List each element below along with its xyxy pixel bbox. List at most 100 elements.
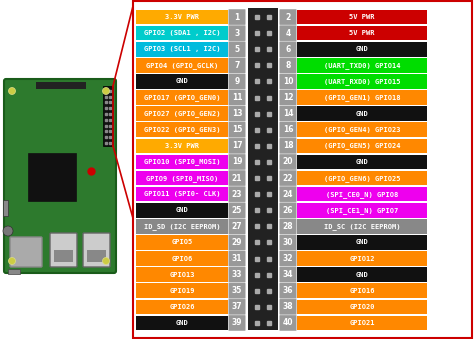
Text: 34: 34	[283, 270, 293, 279]
Bar	[248, 8, 278, 330]
Bar	[297, 90, 427, 105]
Text: 5V PWR: 5V PWR	[349, 30, 375, 36]
Text: 17: 17	[232, 141, 242, 151]
FancyBboxPatch shape	[280, 170, 297, 186]
Text: 18: 18	[283, 141, 293, 151]
FancyBboxPatch shape	[228, 267, 246, 282]
Text: 20: 20	[283, 157, 293, 166]
Text: 16: 16	[283, 125, 293, 134]
Bar	[297, 122, 427, 137]
FancyBboxPatch shape	[280, 74, 297, 89]
Text: 8: 8	[285, 61, 291, 70]
Text: GPIO26: GPIO26	[169, 304, 195, 310]
FancyBboxPatch shape	[228, 25, 246, 41]
FancyBboxPatch shape	[280, 202, 297, 218]
Text: (SPI_CE0_N) GPIO8: (SPI_CE0_N) GPIO8	[326, 191, 398, 198]
Text: GPIO27 (GPIO_GEN2): GPIO27 (GPIO_GEN2)	[144, 110, 220, 117]
Text: GPIO9 (SPI0_MISO): GPIO9 (SPI0_MISO)	[146, 175, 218, 181]
FancyBboxPatch shape	[228, 202, 246, 218]
FancyBboxPatch shape	[280, 251, 297, 266]
Text: 3.3V PWR: 3.3V PWR	[165, 143, 199, 149]
Circle shape	[102, 87, 109, 95]
Bar	[136, 235, 228, 250]
Text: 12: 12	[283, 93, 293, 102]
Bar	[297, 283, 427, 298]
FancyBboxPatch shape	[280, 235, 297, 250]
Bar	[136, 251, 228, 266]
Text: 1: 1	[234, 13, 240, 22]
FancyBboxPatch shape	[280, 122, 297, 138]
Text: (GPIO_GEN4) GPIO23: (GPIO_GEN4) GPIO23	[324, 126, 400, 133]
Text: GPIO19: GPIO19	[169, 288, 195, 294]
Text: 13: 13	[232, 109, 242, 118]
Bar	[136, 26, 228, 40]
Bar	[136, 155, 228, 169]
Text: GPIO3 (SCL1 , I2C): GPIO3 (SCL1 , I2C)	[144, 46, 220, 52]
Text: 37: 37	[232, 302, 242, 311]
Bar	[136, 58, 228, 73]
FancyBboxPatch shape	[280, 106, 297, 121]
Text: GND: GND	[176, 207, 188, 213]
Text: 5: 5	[235, 45, 239, 54]
Text: 26: 26	[283, 206, 293, 215]
Text: GPIO22 (GPIO_GEN3): GPIO22 (GPIO_GEN3)	[144, 126, 220, 133]
Text: 3.3V PWR: 3.3V PWR	[165, 14, 199, 20]
Bar	[297, 219, 427, 234]
FancyBboxPatch shape	[280, 41, 297, 57]
Text: GND: GND	[356, 159, 368, 165]
Bar	[297, 251, 427, 266]
Text: GPIO16: GPIO16	[349, 288, 375, 294]
Bar	[136, 122, 228, 137]
FancyBboxPatch shape	[228, 74, 246, 89]
Text: GPIO17 (GPIO_GEN0): GPIO17 (GPIO_GEN0)	[144, 94, 220, 101]
FancyBboxPatch shape	[228, 251, 246, 266]
Text: 7: 7	[234, 61, 240, 70]
Text: 35: 35	[232, 286, 242, 295]
Text: 25: 25	[232, 206, 242, 215]
Bar	[297, 316, 427, 330]
Bar	[136, 74, 228, 89]
Text: (SPI_CE1_N) GPIO7: (SPI_CE1_N) GPIO7	[326, 207, 398, 214]
Text: 6: 6	[285, 45, 291, 54]
Bar	[136, 203, 228, 218]
Text: GPIO12: GPIO12	[349, 256, 375, 262]
Bar	[54, 250, 73, 262]
Bar	[103, 86, 113, 146]
Bar	[297, 58, 427, 73]
FancyBboxPatch shape	[228, 58, 246, 73]
Bar	[136, 219, 228, 234]
Text: GPIO2 (SDA1 , I2C): GPIO2 (SDA1 , I2C)	[144, 30, 220, 36]
Text: 21: 21	[232, 174, 242, 182]
Bar	[3, 200, 8, 216]
Bar	[136, 139, 228, 153]
Text: (GPIO_GEN1) GPIO18: (GPIO_GEN1) GPIO18	[324, 94, 400, 101]
Text: (UART_RXD0) GPIO15: (UART_RXD0) GPIO15	[324, 78, 400, 85]
Text: 27: 27	[232, 222, 242, 231]
FancyBboxPatch shape	[228, 283, 246, 299]
FancyBboxPatch shape	[228, 41, 246, 57]
Text: GPIO10 (SPI0_MOSI): GPIO10 (SPI0_MOSI)	[144, 159, 220, 165]
FancyBboxPatch shape	[280, 186, 297, 202]
Text: 23: 23	[232, 190, 242, 199]
Text: 40: 40	[283, 318, 293, 327]
Bar	[36, 82, 86, 89]
Bar	[28, 153, 76, 201]
Text: GND: GND	[356, 272, 368, 278]
FancyBboxPatch shape	[228, 170, 246, 186]
Text: GPIO13: GPIO13	[169, 272, 195, 278]
FancyBboxPatch shape	[228, 235, 246, 250]
Bar	[136, 267, 228, 282]
Bar	[297, 139, 427, 153]
Text: ID_SC (I2C EEPROM): ID_SC (I2C EEPROM)	[324, 223, 400, 230]
FancyBboxPatch shape	[280, 267, 297, 282]
Text: 5V PWR: 5V PWR	[349, 14, 375, 20]
Bar	[133, 1, 472, 338]
Text: 15: 15	[232, 125, 242, 134]
Text: 33: 33	[232, 270, 242, 279]
Circle shape	[3, 226, 13, 236]
Text: 19: 19	[232, 157, 242, 166]
FancyBboxPatch shape	[280, 9, 297, 25]
Bar	[297, 74, 427, 89]
Bar	[136, 187, 228, 201]
Circle shape	[9, 258, 16, 264]
